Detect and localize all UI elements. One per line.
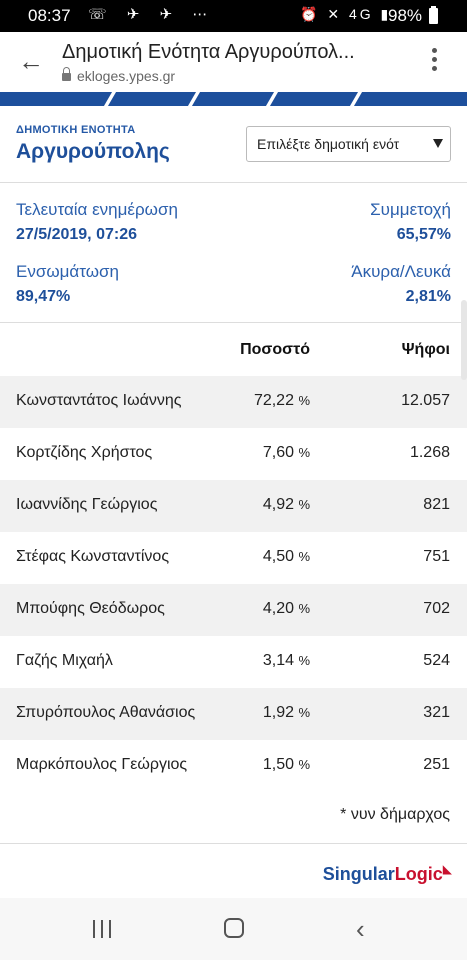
candidate-name: Ιωαννίδης Γεώργιος <box>16 496 158 513</box>
candidate-percent: 1,50 % <box>262 756 310 773</box>
browser-toolbar: ← Δημοτική Ενότητα Αργυρούπολ... ekloges… <box>0 32 467 92</box>
system-status-icons: ⏰ ✕ 4G ▮ <box>300 6 392 22</box>
table-row[interactable]: Κορτζίδης Χρήστος 7,60 % 1.268 <box>0 428 467 480</box>
url-bar[interactable]: ekloges.ypes.gr <box>62 67 176 84</box>
candidate-votes: 702 <box>423 600 450 617</box>
singularlogic-logo: SingularLogic◣ <box>322 862 452 884</box>
candidate-votes: 821 <box>423 496 450 513</box>
turnout-label: Συμμετοχή <box>370 200 451 219</box>
candidate-name: Κορτζίδης Χρήστος <box>16 444 153 461</box>
home-icon[interactable] <box>224 918 244 938</box>
scrollbar[interactable] <box>461 300 467 380</box>
candidate-percent: 4,92 % <box>262 496 310 513</box>
turnout-value: 65,57% <box>396 226 451 243</box>
candidate-percent: 7,60 % <box>262 444 310 461</box>
status-bar: 08:37 ☏ ✈ ✈ ⋯ ⏰ ✕ 4G ▮ 98% <box>0 0 467 32</box>
dropdown-arrow-icon <box>433 139 443 148</box>
candidate-percent: 3,14 % <box>262 652 310 669</box>
column-header-votes: Ψήφοι <box>401 341 450 358</box>
candidate-name: Γαζής Μιχαήλ <box>16 652 113 669</box>
section-label: ΔΗΜΟΤΙΚΗ ΕΝΟΤΗΤΑ <box>16 124 136 136</box>
notification-icons: ☏ ✈ ✈ ⋯ <box>88 6 216 23</box>
table-row[interactable]: Μαρκόπουλος Γεώργιος 1,50 % 251 <box>0 740 467 792</box>
back-icon[interactable]: ‹ <box>356 914 365 944</box>
more-options-icon[interactable] <box>424 48 444 78</box>
integration-label: Ενσωμάτωση <box>16 262 119 281</box>
candidate-name: Σπυρόπουλος Αθανάσιος <box>16 704 196 721</box>
battery-percent: 98% <box>388 6 423 25</box>
candidate-name: Μαρκόπουλος Γεώργιος <box>16 756 188 773</box>
candidate-name: Μπούφης Θεόδωρος <box>16 600 165 617</box>
last-update-label: Τελευταία ενημέρωση <box>16 200 178 219</box>
table-row[interactable]: Σπυρόπουλος Αθανάσιος 1,92 % 321 <box>0 688 467 740</box>
district-select[interactable]: Επιλέξτε δημοτική ενότ <box>246 126 451 162</box>
candidate-percent: 1,92 % <box>262 704 310 721</box>
last-update-value: 27/5/2019, 07:26 <box>16 226 137 243</box>
battery-icon <box>429 6 438 24</box>
candidate-percent: 72,22 % <box>253 392 310 409</box>
system-navigation-bar: ‹ <box>0 898 467 960</box>
table-row[interactable]: Ιωαννίδης Γεώργιος 4,92 % 821 <box>0 480 467 532</box>
divider <box>0 322 467 323</box>
column-header-percent: Ποσοστό <box>240 341 310 358</box>
candidate-percent: 4,20 % <box>262 600 310 617</box>
candidate-name: Κωνσταντάτος Ιωάννης <box>16 392 182 409</box>
header-stripe <box>0 92 467 106</box>
candidate-name: Στέφας Κωνσταντίνος <box>16 548 170 565</box>
candidate-votes: 12.057 <box>401 392 450 409</box>
invalid-blank-value: 2,81% <box>405 288 451 305</box>
candidate-percent: 4,50 % <box>262 548 310 565</box>
back-arrow-icon[interactable]: ← <box>18 46 44 76</box>
divider <box>0 182 467 183</box>
lock-icon <box>62 67 71 81</box>
recent-apps-icon[interactable] <box>93 920 111 938</box>
table-row[interactable]: Στέφας Κωνσταντίνος 4,50 % 751 <box>0 532 467 584</box>
candidate-votes: 1.268 <box>409 444 450 461</box>
municipality-name: Αργυρούπολης <box>16 140 170 163</box>
clock: 08:37 <box>28 6 71 25</box>
integration-value: 89,47% <box>16 288 71 305</box>
candidate-votes: 251 <box>423 756 450 773</box>
table-row[interactable]: Κωνσταντάτος Ιωάννης 72,22 % 12.057 <box>0 376 467 428</box>
url-text: ekloges.ypes.gr <box>77 68 176 84</box>
divider <box>0 843 467 844</box>
invalid-blank-label: Άκυρα/Λευκά <box>351 262 451 281</box>
candidate-votes: 751 <box>423 548 450 565</box>
footnote: * νυν δήμαρχος <box>340 806 450 823</box>
candidate-votes: 524 <box>423 652 450 669</box>
table-row[interactable]: Μπούφης Θεόδωρος 4,20 % 702 <box>0 584 467 636</box>
candidate-votes: 321 <box>423 704 450 721</box>
table-row[interactable]: Γαζής Μιχαήλ 3,14 % 524 <box>0 636 467 688</box>
page-title: Δημοτική Ενότητα Αργυρούπολ... <box>62 41 355 63</box>
